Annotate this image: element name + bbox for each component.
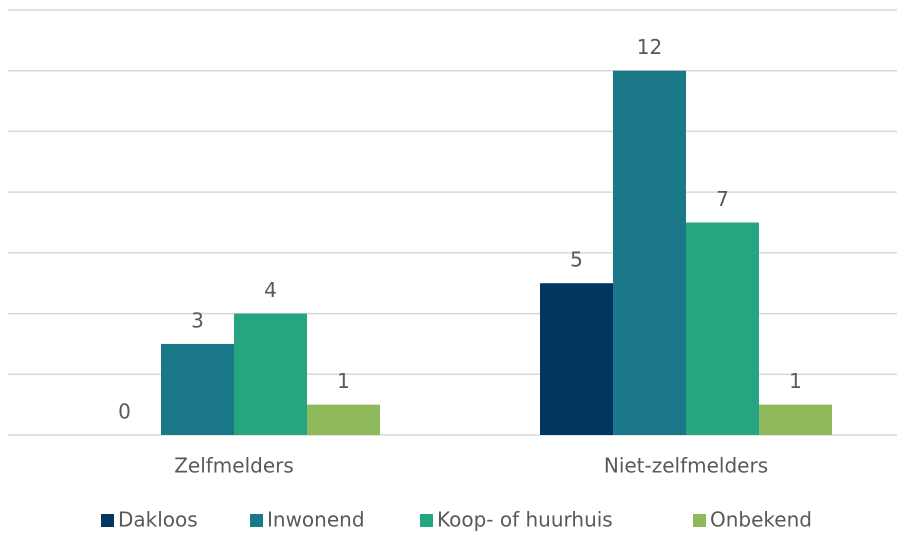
legend-swatch (250, 514, 263, 527)
bar (234, 313, 307, 435)
x-tick-label: Zelfmelders (174, 454, 294, 478)
value-label: 1 (337, 369, 350, 393)
legend-swatch (101, 514, 114, 527)
bar (686, 222, 759, 435)
legend-label: Dakloos (118, 508, 198, 532)
legend-swatch (420, 514, 433, 527)
value-label: 4 (264, 278, 277, 302)
legend-label: Onbekend (710, 508, 812, 532)
bar (161, 343, 234, 435)
value-label: 0 (118, 400, 131, 424)
value-label: 7 (716, 187, 729, 211)
legend-label: Inwonend (267, 508, 365, 532)
x-tick-label: Niet-zelfmelders (604, 454, 768, 478)
legend-swatch (693, 514, 706, 527)
bar (759, 404, 832, 435)
legend-label: Koop- of huurhuis (437, 508, 613, 532)
value-label: 5 (570, 248, 583, 272)
bar (540, 283, 613, 435)
value-label: 3 (191, 308, 204, 332)
bar (307, 404, 380, 435)
value-label: 1 (789, 369, 802, 393)
value-label: 12 (637, 35, 662, 59)
bar (613, 70, 686, 435)
